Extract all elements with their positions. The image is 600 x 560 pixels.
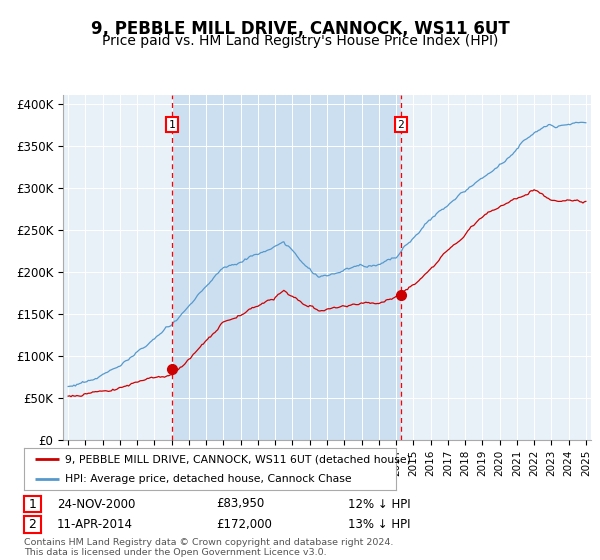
Text: 9, PEBBLE MILL DRIVE, CANNOCK, WS11 6UT: 9, PEBBLE MILL DRIVE, CANNOCK, WS11 6UT bbox=[91, 20, 509, 38]
Text: HPI: Average price, detached house, Cannock Chase: HPI: Average price, detached house, Cann… bbox=[65, 474, 352, 484]
Text: 13% ↓ HPI: 13% ↓ HPI bbox=[348, 518, 410, 531]
Text: 2: 2 bbox=[28, 518, 37, 531]
Text: £83,950: £83,950 bbox=[216, 497, 264, 511]
Text: 2: 2 bbox=[397, 120, 404, 129]
Text: 12% ↓ HPI: 12% ↓ HPI bbox=[348, 497, 410, 511]
Text: 24-NOV-2000: 24-NOV-2000 bbox=[57, 497, 136, 511]
Text: 9, PEBBLE MILL DRIVE, CANNOCK, WS11 6UT (detached house): 9, PEBBLE MILL DRIVE, CANNOCK, WS11 6UT … bbox=[65, 454, 411, 464]
Text: 1: 1 bbox=[169, 120, 175, 129]
Text: 11-APR-2014: 11-APR-2014 bbox=[57, 518, 133, 531]
Text: Price paid vs. HM Land Registry's House Price Index (HPI): Price paid vs. HM Land Registry's House … bbox=[102, 34, 498, 48]
Text: Contains HM Land Registry data © Crown copyright and database right 2024.
This d: Contains HM Land Registry data © Crown c… bbox=[24, 538, 394, 557]
Bar bbox=[172, 95, 401, 440]
Text: £172,000: £172,000 bbox=[216, 518, 272, 531]
Text: 1: 1 bbox=[28, 497, 37, 511]
